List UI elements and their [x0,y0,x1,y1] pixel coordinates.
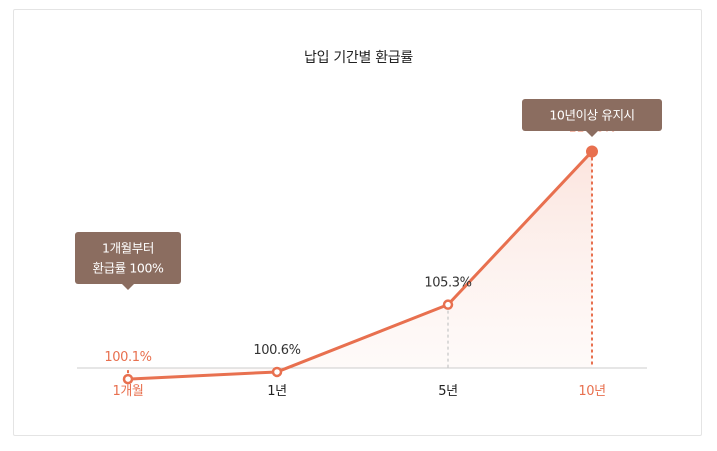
data-point [122,373,134,385]
tooltip-text: 10년이상 유지시 [549,108,634,123]
tooltip-text: 환급률 100% [92,261,164,276]
tooltip-text: 1개월부터 [102,241,154,256]
data-point [442,299,454,310]
data-label: 100.1% [104,350,151,365]
tooltip-box [522,99,662,131]
data-point [586,145,598,158]
x-tick-label: 5년 [438,384,457,399]
tooltip-pointer [586,131,598,137]
x-tick-label: 10년 [578,384,605,399]
x-tick-label: 1개월 [113,384,144,399]
series-line [126,149,594,381]
x-tick-label: 1년 [267,384,286,399]
tooltip-pointer [122,284,134,290]
area-fill [128,151,592,380]
tooltip-box [75,232,181,284]
chart-title: 납입 기간별 환급률 [304,50,413,66]
annotation-tooltip: 10년이상 유지시 [522,99,662,137]
data-label: 105.3% [424,276,471,291]
data-point [271,366,283,378]
data-label: 100.6% [253,343,300,358]
